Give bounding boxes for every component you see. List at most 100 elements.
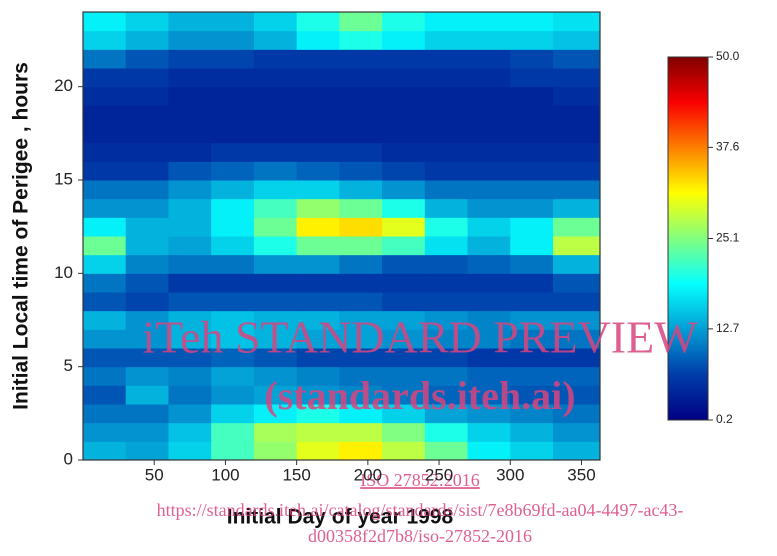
heat-cell (211, 441, 254, 460)
heat-cell (83, 423, 126, 442)
y-tick-label: 5 (64, 356, 73, 375)
heat-cell (83, 236, 126, 255)
heat-cell (126, 292, 169, 311)
heat-cell (425, 143, 468, 162)
heat-cell (254, 217, 297, 236)
heat-cell (83, 143, 126, 162)
heat-cell (339, 441, 382, 460)
heat-cell (510, 255, 553, 274)
heat-cell (211, 143, 254, 162)
heat-cell (297, 236, 340, 255)
heat-cell (83, 31, 126, 50)
x-tick-label: 150 (282, 465, 310, 484)
heat-cell (425, 292, 468, 311)
heat-cell (211, 217, 254, 236)
watermark-text: https://standards.iteh.ai/catalog/standa… (157, 500, 684, 520)
heat-cell (468, 292, 511, 311)
heat-cell (553, 49, 601, 68)
heat-cell (168, 143, 211, 162)
heat-cell (83, 217, 126, 236)
heat-cell (168, 367, 211, 386)
heat-cell (553, 292, 601, 311)
heat-cell (126, 161, 169, 180)
heat-cell (510, 12, 553, 31)
heat-cell (126, 87, 169, 106)
heat-cell (254, 273, 297, 292)
heat-cell (339, 31, 382, 50)
heat-cell (553, 217, 601, 236)
heat-cell (339, 105, 382, 124)
heat-cell (168, 255, 211, 274)
heat-cell (382, 255, 425, 274)
heat-cell (297, 105, 340, 124)
heat-cell (83, 385, 126, 404)
heat-cell (126, 385, 169, 404)
heat-cell (339, 49, 382, 68)
heat-cell (254, 49, 297, 68)
heat-cell (83, 311, 126, 330)
heat-cell (425, 87, 468, 106)
heat-cell (468, 217, 511, 236)
heat-cell (297, 49, 340, 68)
heat-cell (339, 292, 382, 311)
heat-cell (553, 180, 601, 199)
heat-cell (211, 68, 254, 87)
heat-cell (297, 199, 340, 218)
heat-cell (254, 292, 297, 311)
heat-cell (553, 68, 601, 87)
heat-cell (254, 180, 297, 199)
heat-cell (339, 217, 382, 236)
x-tick-label: 350 (567, 465, 595, 484)
heat-cell (297, 31, 340, 50)
heat-cell (168, 441, 211, 460)
heat-cell (468, 12, 511, 31)
heat-cell (553, 12, 601, 31)
heat-cell (254, 31, 297, 50)
heat-cell (468, 273, 511, 292)
heat-cell (211, 87, 254, 106)
heat-cell (168, 87, 211, 106)
heat-cell (553, 199, 601, 218)
heat-cell (297, 143, 340, 162)
heat-cell (339, 68, 382, 87)
heat-cell (510, 199, 553, 218)
heat-cell (468, 143, 511, 162)
y-axis-label: Initial Local time of Perigee , hours (10, 62, 33, 410)
heat-cell (425, 199, 468, 218)
heat-cell (382, 68, 425, 87)
heat-cell (468, 68, 511, 87)
y-tick-label: 20 (54, 76, 73, 95)
heat-cell (83, 367, 126, 386)
heat-cell (425, 217, 468, 236)
heat-cell (211, 423, 254, 442)
heat-cell (83, 441, 126, 460)
heat-cell (553, 441, 601, 460)
heat-cell (425, 423, 468, 442)
heat-cell (382, 423, 425, 442)
heat-cell (468, 105, 511, 124)
heat-cell (254, 124, 297, 143)
heat-cell (425, 105, 468, 124)
heat-cell (83, 124, 126, 143)
heat-cell (425, 180, 468, 199)
heat-cell (168, 292, 211, 311)
heat-cell (254, 68, 297, 87)
heat-cell (468, 124, 511, 143)
heat-cell (339, 124, 382, 143)
heat-cell (468, 49, 511, 68)
heat-cell (211, 404, 254, 423)
heat-cell (339, 161, 382, 180)
heat-cell (510, 236, 553, 255)
heat-cell (83, 68, 126, 87)
heat-cell (126, 180, 169, 199)
heat-cell (211, 49, 254, 68)
heat-cell (254, 236, 297, 255)
heat-cell (168, 31, 211, 50)
heat-cell (553, 255, 601, 274)
heat-cell (297, 161, 340, 180)
heat-cell (168, 124, 211, 143)
heat-cell (553, 105, 601, 124)
heat-cell (211, 31, 254, 50)
heat-cell (425, 68, 468, 87)
heat-cell (168, 236, 211, 255)
